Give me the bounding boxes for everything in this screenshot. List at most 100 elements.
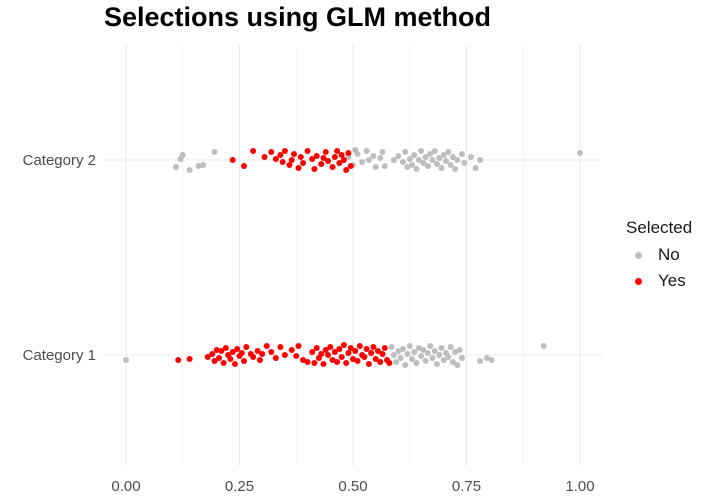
legend-swatch-yes bbox=[635, 277, 642, 285]
data-point-no bbox=[404, 164, 411, 170]
data-point-yes bbox=[288, 157, 295, 163]
data-point-no bbox=[456, 347, 463, 353]
data-point-yes bbox=[204, 354, 211, 360]
data-point-no bbox=[431, 148, 438, 154]
data-point-yes bbox=[368, 350, 375, 356]
data-point-yes bbox=[268, 349, 275, 355]
data-point-no bbox=[179, 152, 186, 158]
data-point-yes bbox=[325, 352, 332, 358]
data-point-no bbox=[399, 346, 406, 352]
data-point-yes bbox=[334, 148, 341, 154]
data-point-yes bbox=[313, 345, 320, 351]
data-point-yes bbox=[295, 343, 302, 349]
data-point-no bbox=[395, 348, 402, 354]
legend-item-no: No bbox=[626, 242, 692, 268]
data-point-yes bbox=[211, 358, 218, 364]
data-point-yes bbox=[381, 345, 388, 351]
data-point-yes bbox=[304, 148, 311, 154]
data-point-yes bbox=[320, 155, 327, 161]
data-point-no bbox=[411, 152, 418, 158]
data-point-no bbox=[186, 167, 193, 173]
data-point-no bbox=[413, 360, 420, 366]
data-point-yes bbox=[268, 149, 275, 155]
data-point-no bbox=[418, 353, 425, 359]
data-point-no bbox=[420, 160, 427, 166]
data-point-no bbox=[427, 343, 434, 349]
data-point-yes bbox=[209, 351, 216, 357]
data-point-no bbox=[447, 344, 454, 350]
data-point-no bbox=[370, 153, 377, 159]
data-point-yes bbox=[288, 347, 295, 353]
data-point-yes bbox=[329, 164, 336, 170]
data-point-no bbox=[195, 163, 202, 169]
data-point-no bbox=[424, 163, 431, 169]
data-point-no bbox=[443, 158, 450, 164]
data-point-no bbox=[449, 154, 456, 160]
axis-ticks: 0.00 0.25 0.50 0.75 1.00 Category 1 Category 2 bbox=[23, 152, 595, 495]
data-point-no bbox=[461, 160, 468, 166]
data-point-yes bbox=[334, 359, 341, 365]
data-point-yes bbox=[222, 345, 229, 351]
data-point-no bbox=[393, 359, 400, 365]
data-point-yes bbox=[313, 153, 320, 159]
data-point-yes bbox=[336, 346, 343, 352]
data-point-yes bbox=[309, 349, 316, 355]
data-point-yes bbox=[300, 160, 307, 166]
data-point-yes bbox=[347, 163, 354, 169]
data-point-no bbox=[438, 165, 445, 171]
data-point-no bbox=[422, 154, 429, 160]
data-point-yes bbox=[331, 349, 338, 355]
data-point-yes bbox=[229, 157, 236, 163]
data-point-no bbox=[379, 149, 386, 155]
data-point-no bbox=[477, 157, 484, 163]
data-point-no bbox=[436, 352, 443, 358]
data-point-no bbox=[477, 358, 484, 364]
data-point-yes bbox=[327, 344, 334, 350]
data-point-yes bbox=[238, 350, 245, 356]
data-point-yes bbox=[322, 347, 329, 353]
data-point-no bbox=[424, 350, 431, 356]
data-point-yes bbox=[186, 356, 193, 362]
data-point-yes bbox=[227, 356, 234, 362]
data-point-yes bbox=[363, 346, 370, 352]
data-point-no bbox=[395, 153, 402, 159]
data-point-no bbox=[436, 155, 443, 161]
data-point-no bbox=[433, 161, 440, 167]
grid-lines bbox=[102, 45, 603, 466]
data-point-yes bbox=[325, 158, 332, 164]
data-point-yes bbox=[354, 358, 361, 364]
data-point-no bbox=[415, 345, 422, 351]
data-point-no bbox=[406, 156, 413, 162]
data-point-yes bbox=[345, 350, 352, 356]
legend-item-yes: Yes bbox=[626, 268, 692, 294]
data-point-yes bbox=[297, 154, 304, 160]
y-tick-label: Category 1 bbox=[23, 347, 96, 364]
data-point-no bbox=[415, 157, 422, 163]
data-point-no bbox=[420, 347, 427, 353]
data-point-yes bbox=[272, 156, 279, 162]
data-point-yes bbox=[356, 343, 363, 349]
data-point-yes bbox=[256, 357, 263, 363]
data-point-yes bbox=[279, 159, 286, 165]
data-point-yes bbox=[286, 162, 293, 168]
data-point-no bbox=[433, 361, 440, 367]
data-point-yes bbox=[290, 151, 297, 157]
data-point-no bbox=[418, 148, 425, 154]
data-point-yes bbox=[361, 354, 368, 360]
data-point-yes bbox=[300, 357, 307, 363]
data-point-yes bbox=[261, 154, 268, 160]
data-point-yes bbox=[263, 343, 270, 349]
data-point-yes bbox=[295, 165, 302, 171]
data-point-yes bbox=[347, 345, 354, 351]
data-point-no bbox=[372, 164, 379, 170]
data-point-yes bbox=[259, 351, 266, 357]
data-point-yes bbox=[281, 352, 288, 358]
data-point-yes bbox=[311, 360, 318, 366]
data-point-no bbox=[452, 166, 459, 172]
data-point-no bbox=[429, 157, 436, 163]
data-point-yes bbox=[272, 355, 279, 361]
data-point-no bbox=[365, 157, 372, 163]
data-point-no bbox=[447, 162, 454, 168]
data-point-no bbox=[404, 351, 411, 357]
data-point-no bbox=[540, 343, 547, 349]
